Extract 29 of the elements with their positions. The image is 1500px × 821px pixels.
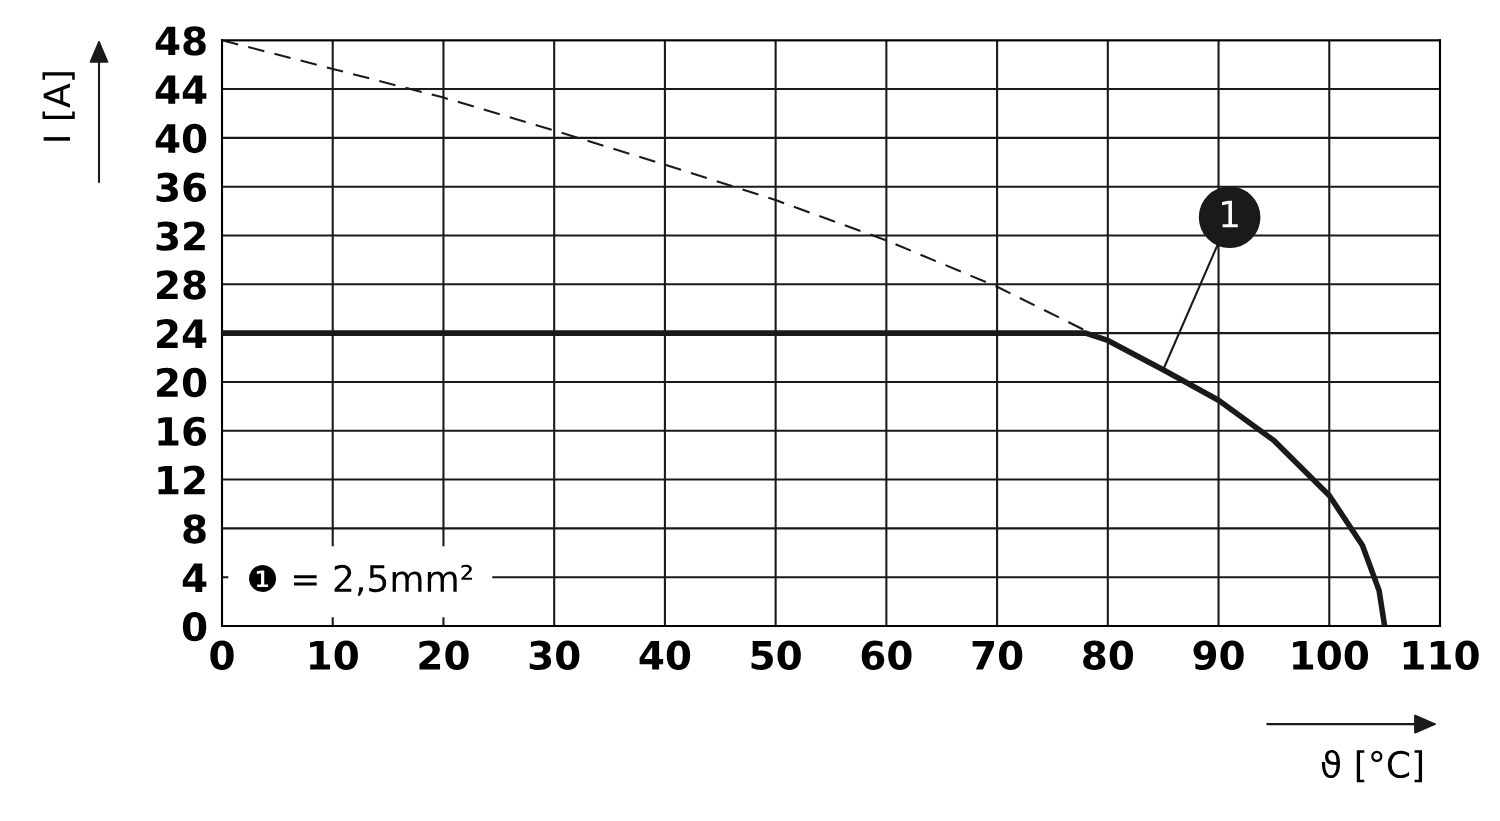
y-tick-label: 0: [182, 611, 207, 642]
x-tick-label: 70: [972, 640, 1023, 670]
x-tick-label: 80: [1083, 640, 1134, 670]
y-tick-label: 48: [155, 26, 206, 56]
x-tick-label: 110: [1403, 640, 1479, 670]
x-tick-label: 30: [529, 640, 580, 670]
x-tick-label: 100: [1293, 640, 1368, 670]
x-tick-label: 90: [1193, 640, 1244, 670]
annotation: ❶ = 2,5mm²: [249, 564, 472, 596]
y-tick-label: 28: [157, 270, 206, 300]
y-tick-label: 8: [183, 514, 206, 544]
y-tick-label: 36: [156, 172, 207, 202]
x-tick-label: 50: [751, 640, 801, 670]
x-tick-label: 40: [639, 640, 691, 670]
y-tick-label: 16: [158, 416, 207, 447]
x-tick-label: 10: [310, 640, 358, 670]
y-tick-label: 4: [182, 563, 207, 592]
y-tick-label: 40: [155, 123, 207, 154]
annotation: 1: [1222, 200, 1238, 228]
y-tick-label: 44: [155, 75, 207, 104]
y-axis-title: I [A]: [42, 72, 75, 141]
y-tick-label: 32: [156, 221, 205, 251]
x-tick-label: 0: [210, 640, 234, 670]
y-tick-label: 12: [158, 465, 205, 495]
y-tick-label: 24: [157, 319, 207, 348]
x-axis-title: ϑ [°C]: [1321, 749, 1423, 783]
x-tick-label: 60: [861, 640, 912, 670]
y-tick-label: 20: [157, 367, 207, 398]
x-tick-label: 20: [419, 640, 469, 670]
